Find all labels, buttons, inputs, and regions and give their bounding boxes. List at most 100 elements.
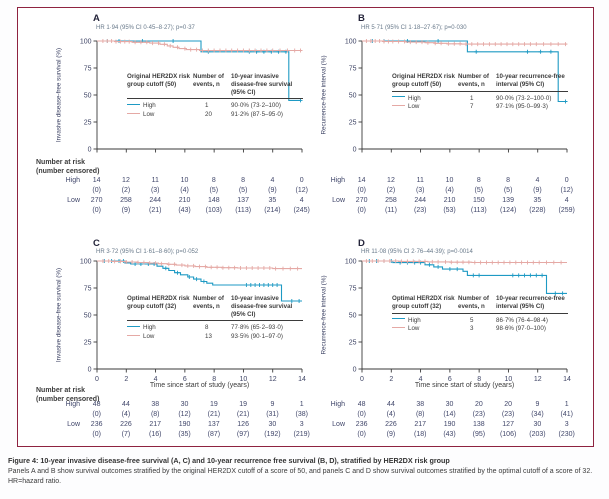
censor-mark [427, 262, 432, 267]
censor-mark [118, 259, 123, 264]
censor-mark [396, 39, 401, 44]
censor-mark [166, 262, 171, 267]
x-tick-label: 14 [298, 376, 306, 383]
risk-cell: (21) [149, 207, 162, 214]
censor-mark [519, 260, 524, 265]
censor-mark [525, 260, 530, 265]
censor-mark [433, 41, 438, 46]
risk-cell: 14 [357, 177, 366, 184]
censor-mark [100, 259, 105, 263]
y-tick-label: 100 [80, 38, 92, 45]
risk-cell: 48 [92, 401, 101, 408]
risk-cell: (5) [238, 187, 248, 194]
risk-cell: (103) [205, 207, 222, 214]
censor-mark [153, 261, 158, 266]
x-tick-label: 2 [389, 376, 393, 383]
risk-cell: (0) [92, 431, 101, 438]
hr-annotation-d: HR 11·08 (95% CI 2·76–44·39); p=0·0014 [361, 249, 473, 255]
censor-mark [507, 260, 512, 265]
censor-mark [364, 259, 369, 263]
risk-cell: (53) [443, 207, 456, 214]
risk-cell: 48 [357, 401, 366, 408]
censor-mark [220, 265, 225, 270]
censored-row-low: (0) (11) (23) (53) (113) (124) (228) (259) [347, 206, 582, 216]
censor-mark [502, 260, 506, 265]
censor-mark [136, 260, 140, 265]
risk-cell: 30 [180, 401, 189, 408]
censor-mark [382, 259, 386, 263]
legend-col3-header: 10-year invasive disease-free survival (… [231, 73, 293, 96]
censor-mark [250, 266, 255, 270]
risk-cell: 12 [122, 177, 130, 184]
estimate-high: 86·7% (76·4–98·4) [496, 316, 548, 324]
y-tick-label: 100 [345, 258, 357, 265]
risk-cell: (31) [266, 411, 279, 418]
risk-cell: (38) [295, 411, 308, 418]
censor-mark [510, 42, 515, 47]
estimate-low: 93·5% (90·1–97·0) [231, 333, 283, 340]
censor-mark [175, 45, 180, 50]
low-line-swatch [127, 112, 140, 114]
risk-header-top: Number at risk (number censored) [36, 158, 99, 176]
risk-cell: (5) [209, 187, 219, 194]
risk-cell: (4) [445, 187, 454, 194]
risk-cell: 236 [90, 421, 103, 428]
legend-table-c: Optimal HER2DX risk group cutoff (32) Nu… [127, 295, 303, 341]
censor-mark [399, 259, 404, 264]
censor-mark [185, 263, 190, 268]
estimate-low: 98·6% (97·0–100) [496, 325, 546, 333]
legend-col3-header: 10-year recurrence-free interval (95% CI… [496, 295, 565, 310]
censor-mark [472, 260, 477, 265]
x-tick-label: 4 [419, 376, 423, 383]
risk-cell: 150 [472, 197, 485, 204]
risk-cell: (113) [235, 207, 252, 214]
risk-cell: (3) [415, 187, 425, 194]
legend-col1-header: Original HER2DX risk group cutoff (50) [127, 73, 190, 88]
risk-cell: (4) [180, 187, 189, 194]
censor-mark [209, 265, 214, 270]
risk-cell: 30 [533, 421, 542, 428]
risk-cell: 8 [476, 177, 481, 184]
y-tick-label: 75 [84, 285, 92, 292]
censor-mark [368, 39, 373, 43]
legend-row-low: Low [392, 102, 456, 111]
censor-mark [516, 42, 521, 47]
y-tick-label: 75 [84, 65, 92, 72]
risk-cell: (43) [178, 207, 191, 214]
risk-row-label: High [330, 177, 345, 184]
censor-mark [197, 264, 202, 269]
risk-cell: 258 [385, 197, 397, 204]
censor-mark [130, 260, 135, 264]
y-tick-label: 0 [353, 366, 357, 373]
risk-cell: (219) [293, 431, 310, 438]
x-tick-label: 8 [477, 376, 481, 383]
censor-mark [548, 49, 553, 54]
low-line-swatch [392, 105, 405, 107]
censor-mark [218, 48, 222, 53]
censor-mark [289, 299, 294, 303]
censor-mark [455, 260, 460, 265]
hr-annotation-a: HR 1·94 (95% CI 0·45–8·27); p=0·37 [96, 25, 195, 31]
risk-cell: (192) [264, 431, 281, 438]
censor-mark [200, 48, 205, 53]
risk-cell: (106) [499, 431, 517, 438]
censor-mark [425, 40, 430, 45]
censor-mark [528, 42, 533, 47]
censor-mark [191, 263, 196, 268]
censor-mark [163, 266, 168, 271]
legend-table-d: Optimal HER2DX risk group cutoff (32) Nu… [392, 295, 568, 333]
censor-mark [179, 263, 184, 268]
risk-cell: 3 [564, 421, 569, 428]
risk-cell: (9) [533, 187, 542, 194]
censor-mark [461, 260, 465, 265]
km-plot-a: 0 25 50 75 100 [80, 38, 303, 153]
risk-cell: 35 [533, 197, 542, 204]
censor-mark [402, 39, 407, 44]
risk-cell: 236 [355, 421, 368, 428]
risk-cell: 8 [241, 177, 246, 184]
censor-mark [264, 48, 269, 53]
events-high: 1 [205, 102, 209, 110]
censor-mark [112, 259, 117, 264]
censor-mark [490, 260, 495, 265]
risk-cell: (95) [472, 431, 486, 438]
